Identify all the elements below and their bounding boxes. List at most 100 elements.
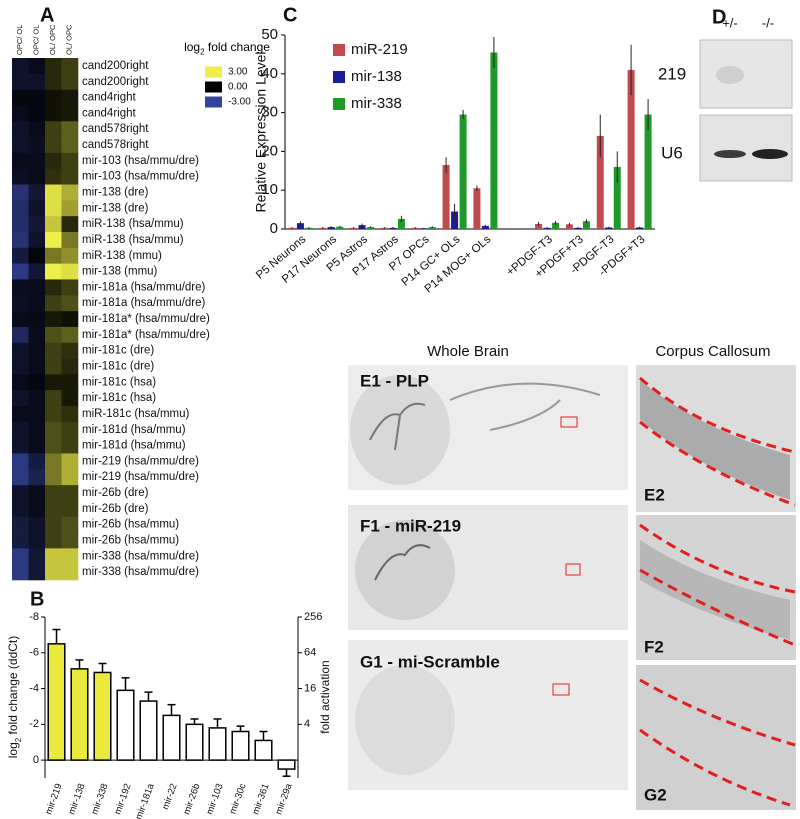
image-label: G2 — [644, 785, 667, 804]
tract-stain — [640, 540, 790, 640]
row-label: mir-219 (hsa/mmu/dre) — [82, 471, 199, 483]
bar — [442, 164, 450, 229]
heatmap-cell — [45, 200, 62, 217]
colorbar-swatch — [205, 81, 222, 93]
x-tick-label: mir-103 — [204, 782, 225, 816]
heatmap-cell — [12, 453, 29, 470]
heatmap-cell — [61, 358, 79, 375]
heatmap-cell — [45, 342, 62, 359]
heatmap-cell — [45, 500, 62, 518]
row-label: mir-338 (hsa/mmu/dre) — [82, 566, 199, 578]
roi-box — [560, 416, 578, 428]
image-label: F2 — [644, 637, 664, 656]
bar — [296, 223, 304, 229]
heatmap-cell — [28, 279, 46, 296]
column-title: Whole Brain — [427, 343, 509, 360]
roi-box — [552, 683, 570, 696]
heatmap-cell — [45, 358, 62, 375]
bar — [93, 671, 112, 761]
heatmap-cell — [45, 516, 62, 533]
row-label: mir-181c (dre) — [82, 345, 154, 357]
bar — [139, 700, 158, 761]
heatmap-cell — [45, 453, 62, 470]
heatmap-cell — [12, 500, 29, 518]
heatmap-cell — [12, 342, 29, 359]
cerebellum — [355, 665, 455, 775]
heatmap-cell — [12, 105, 29, 122]
heatmap-cell — [12, 232, 29, 249]
heatmap-cell — [12, 374, 29, 391]
heatmap-cell — [61, 564, 79, 581]
heatmap-cell — [61, 216, 79, 233]
bar — [459, 114, 467, 229]
heatmap-cell — [28, 548, 46, 565]
blot-band — [714, 150, 746, 158]
heatmap-cell — [61, 105, 79, 122]
y-axis-label-part: 2 — [14, 737, 23, 742]
panel-letter: C — [283, 4, 297, 26]
row-label: mir-338 (hsa/mmu/dre) — [82, 550, 199, 562]
column-label: OPC/ OL — [32, 25, 41, 55]
y-tick-label: -4 — [29, 682, 39, 694]
heatmap-cell — [28, 73, 46, 90]
heatmap-cell — [28, 485, 46, 502]
heatmap-cell — [45, 263, 62, 280]
heatmap-cell — [12, 168, 29, 185]
row-label: mir-181a (hsa/mmu/dre) — [82, 281, 206, 293]
heatmap-cell — [28, 121, 46, 138]
row-label: cand4right — [82, 107, 137, 119]
y-axis-label: Relative Expression Level — [253, 51, 269, 212]
heatmap-cell — [12, 200, 29, 217]
heatmap-cell — [61, 311, 79, 328]
row-label: cand200right — [82, 60, 149, 72]
heatmap-cell — [28, 247, 46, 264]
heatmap-cell — [45, 548, 62, 565]
bar — [185, 723, 204, 761]
row-label: cand578right — [82, 139, 149, 151]
x-tick-label: mir-22 — [160, 782, 180, 811]
heatmap-cell — [28, 437, 46, 454]
bar — [552, 222, 560, 229]
heatmap-cell — [61, 390, 79, 407]
row-label: mir-103 (hsa/mmu/dre) — [82, 155, 199, 167]
bar — [428, 227, 436, 229]
legend-label: mir-138 — [351, 68, 402, 85]
heatmap-cell — [12, 247, 29, 264]
panel-letter: A — [40, 4, 54, 26]
bar — [627, 69, 635, 229]
row-label: mir-181a* (hsa/mmu/dre) — [82, 329, 210, 341]
heatmap-cell — [12, 263, 29, 280]
heatmap-cell — [45, 58, 62, 75]
heatmap-cell — [45, 374, 62, 391]
bar — [535, 223, 543, 229]
heatmap-cell — [12, 137, 29, 154]
blot-image — [699, 39, 793, 109]
heatmap-cell — [61, 58, 79, 75]
heatmap-cell — [45, 437, 62, 454]
y2-tick-label: 16 — [304, 682, 316, 694]
colorbar-title: log2 fold change — [182, 40, 272, 59]
heatmap-cell — [12, 437, 29, 454]
legend-swatch — [333, 71, 345, 83]
heatmap-cell — [28, 469, 46, 486]
detail-image — [636, 665, 796, 810]
bar — [490, 52, 498, 230]
heatmap-cell — [28, 358, 46, 375]
image-label: G1 - mi-Scramble — [360, 652, 500, 671]
y-tick-label: 0 — [33, 754, 39, 766]
heatmap-cell — [28, 295, 46, 312]
heatmap-cell — [28, 232, 46, 249]
heatmap-cell — [28, 89, 46, 106]
heatmap-cell — [45, 216, 62, 233]
brain-structure — [369, 402, 426, 451]
heatmap-cell — [12, 73, 29, 90]
heatmap-cell — [45, 326, 62, 344]
heatmap-cell — [12, 390, 29, 407]
heatmap-cell — [61, 500, 79, 518]
y-axis-label: log2 fold change (ddCt) — [6, 636, 22, 759]
colorbar-swatch — [205, 96, 222, 108]
row-label: mir-26b (hsa/mmu) — [82, 519, 179, 531]
heatmap-cell — [61, 184, 79, 201]
bar — [162, 714, 181, 761]
